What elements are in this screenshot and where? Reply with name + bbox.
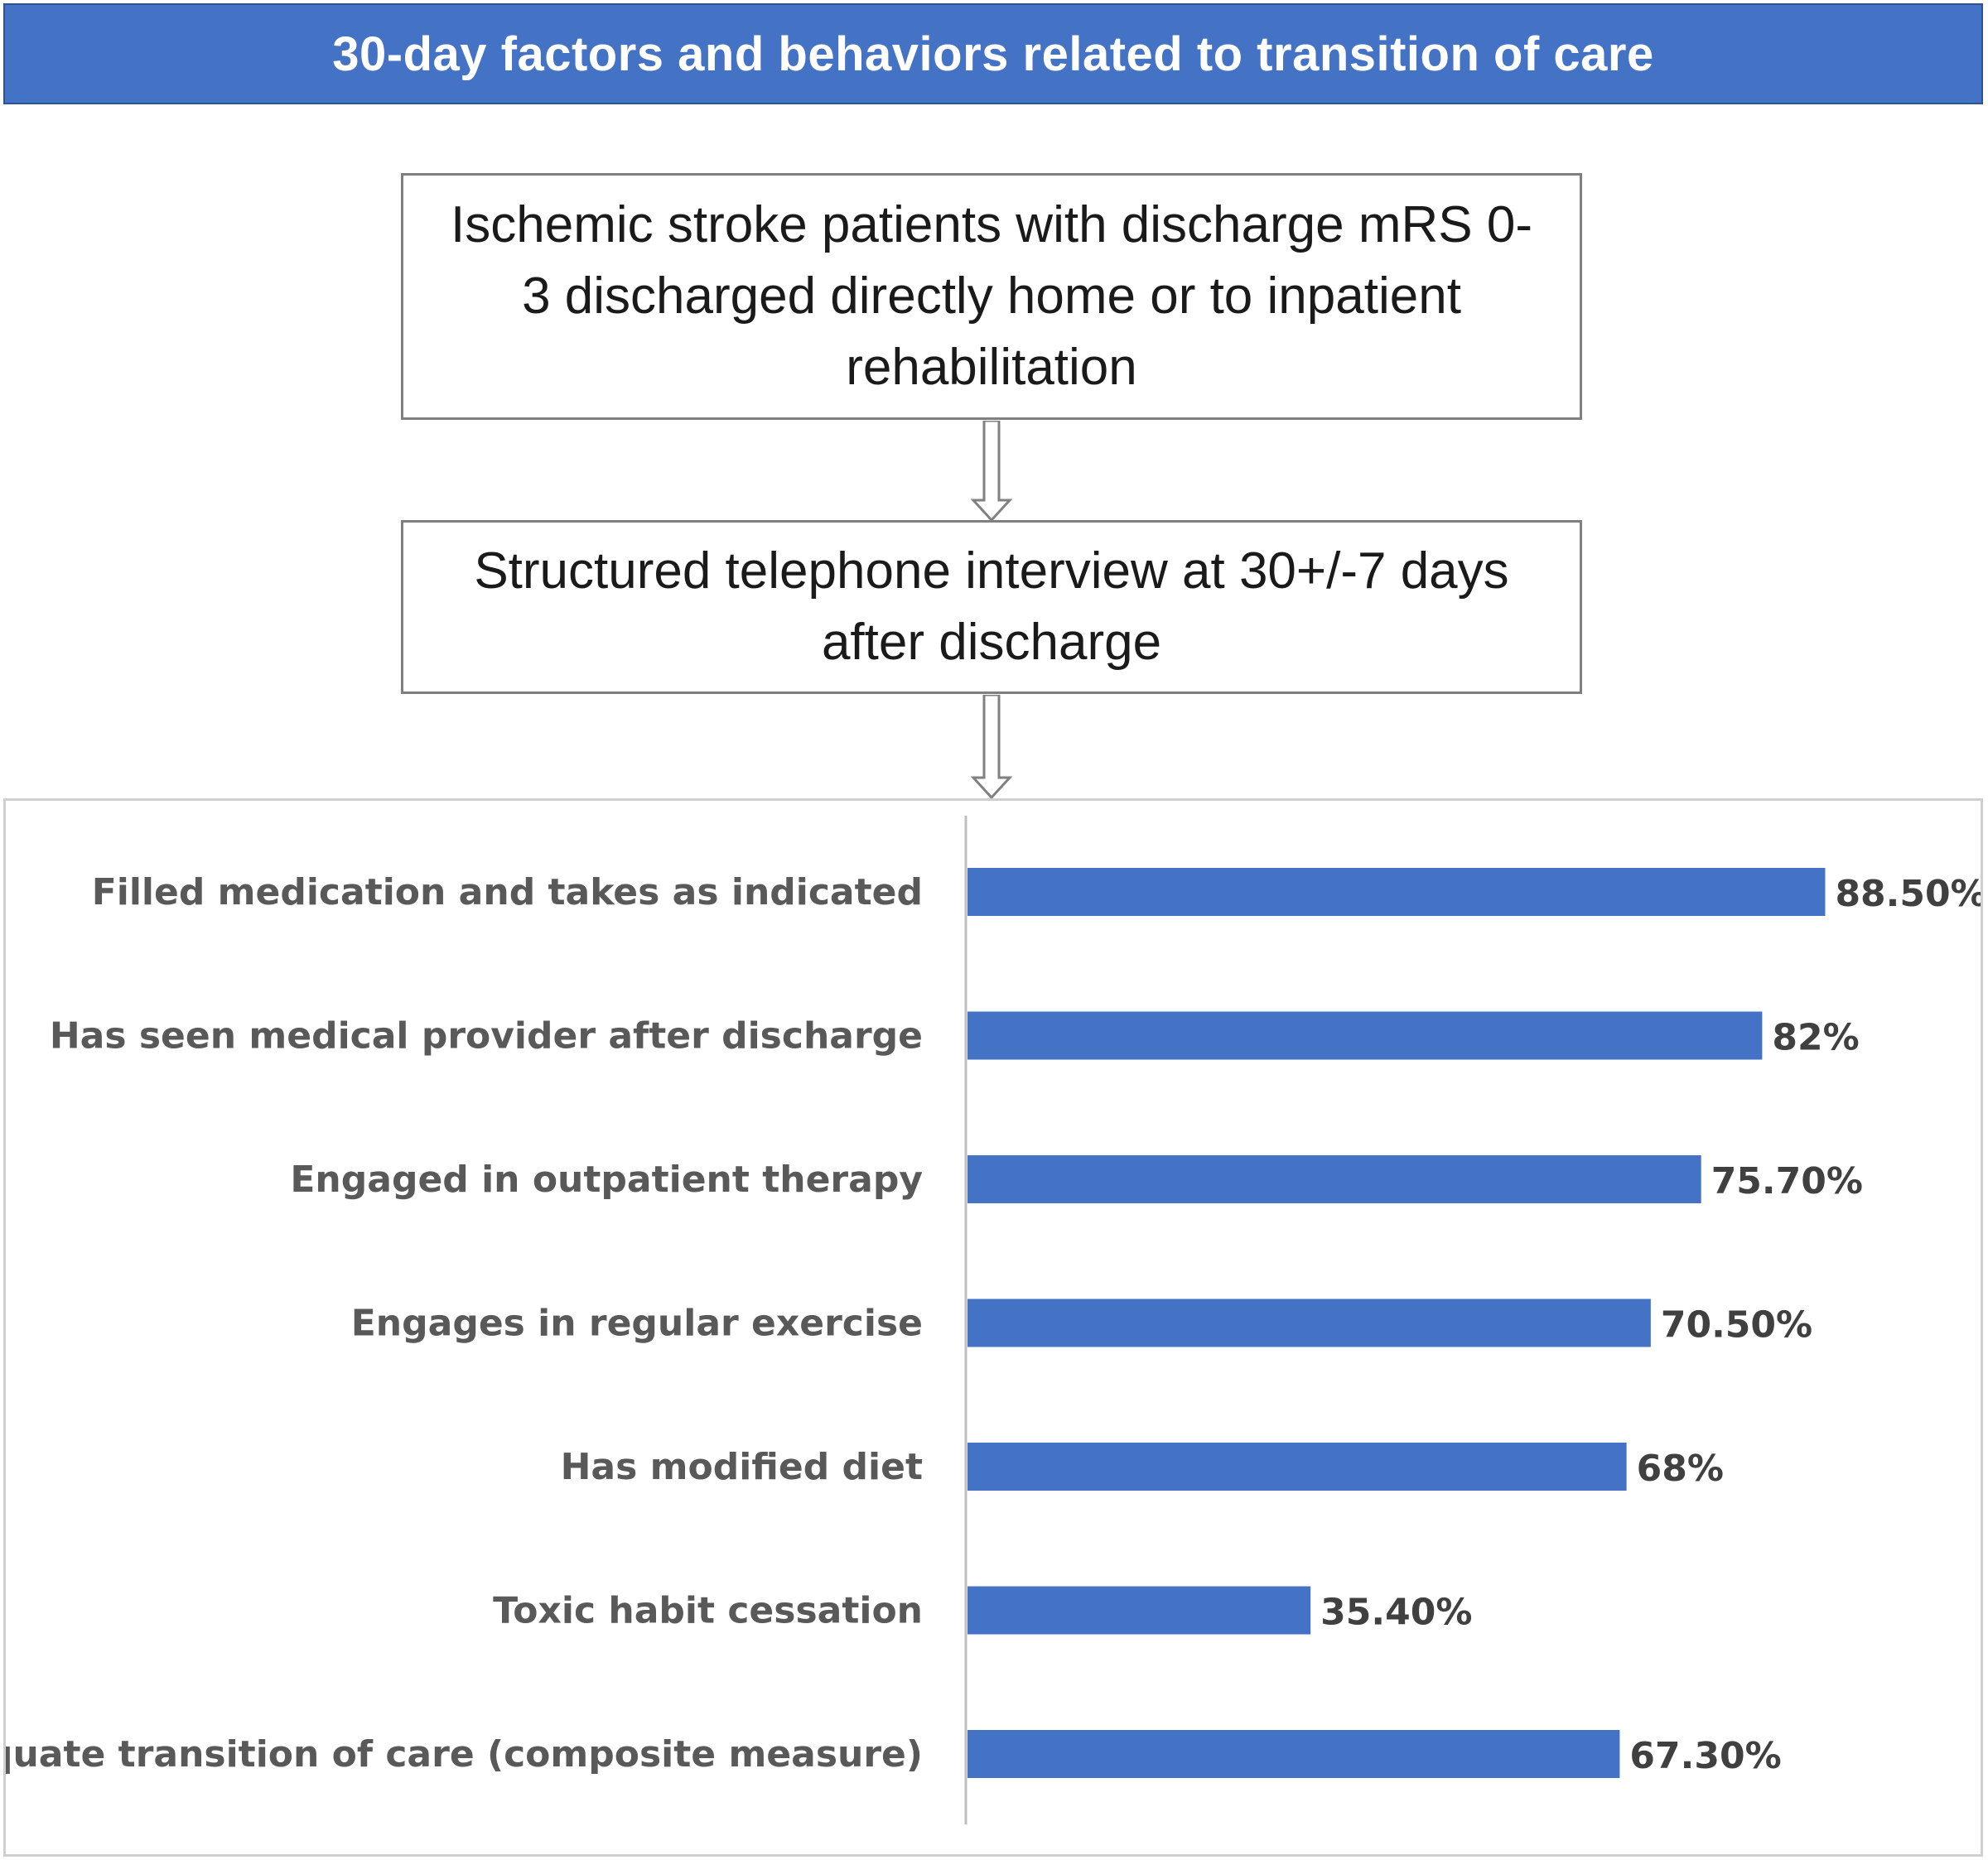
category-label: Adequate transition of care (composite m… xyxy=(6,1733,923,1776)
data-label: 70.50% xyxy=(1661,1304,1812,1347)
bar xyxy=(967,1443,1627,1491)
bar xyxy=(967,1011,1763,1060)
page-title: 30-day factors and behaviors related to … xyxy=(332,27,1654,81)
category-label: Has modified diet xyxy=(561,1446,923,1488)
bar xyxy=(967,1299,1651,1347)
flow-step-inclusion-text: Ischemic stroke patients with discharge … xyxy=(451,196,1532,396)
bar xyxy=(967,1730,1620,1778)
bar xyxy=(967,1586,1311,1635)
category-label: Toxic habit cessation xyxy=(493,1590,923,1632)
chart-panel: Filled medication and takes as indicated… xyxy=(3,798,1983,1857)
bar-chart: Filled medication and takes as indicated… xyxy=(6,816,1981,1824)
data-label: 68% xyxy=(1637,1448,1724,1490)
bar xyxy=(967,1155,1701,1203)
category-label: Filled medication and takes as indicated xyxy=(92,871,923,913)
down-arrow-icon xyxy=(970,695,1013,799)
flow-step-interview-text: Structured telephone interview at 30+/-7… xyxy=(474,542,1509,671)
category-label: Has seen medical provider after discharg… xyxy=(50,1015,923,1058)
down-arrow-icon xyxy=(970,421,1013,522)
data-label: 75.70% xyxy=(1711,1160,1863,1202)
category-label: Engaged in outpatient therapy xyxy=(290,1159,923,1201)
data-label: 35.40% xyxy=(1320,1592,1472,1634)
title-banner: 30-day factors and behaviors related to … xyxy=(3,3,1983,104)
flow-step-inclusion: Ischemic stroke patients with discharge … xyxy=(401,173,1582,420)
bar xyxy=(967,868,1826,916)
data-label: 82% xyxy=(1772,1017,1859,1059)
flow-step-interview: Structured telephone interview at 30+/-7… xyxy=(401,520,1582,694)
category-label: Engages in regular exercise xyxy=(351,1303,923,1345)
data-label: 67.30% xyxy=(1629,1735,1781,1777)
data-label: 88.50% xyxy=(1835,873,1981,915)
